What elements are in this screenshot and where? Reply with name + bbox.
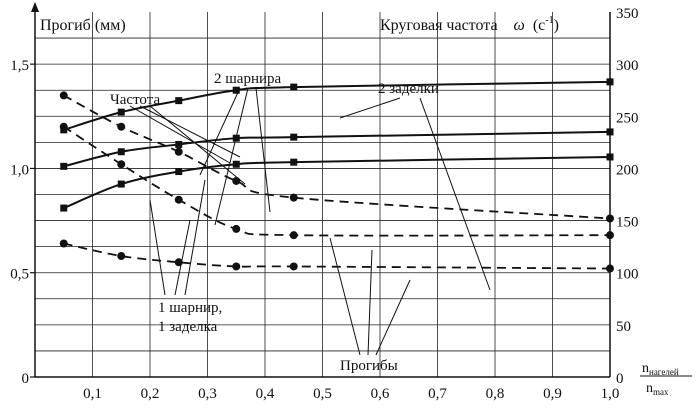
right-axis-title-unit: (с bbox=[533, 17, 545, 34]
right-axis-title-symbol: ω bbox=[514, 17, 525, 34]
right-tick-label: 100 bbox=[616, 267, 639, 283]
left-tick-label: 0 bbox=[22, 371, 30, 387]
x-tick-label: 0,1 bbox=[83, 386, 102, 402]
frequency-point bbox=[290, 84, 297, 91]
curves bbox=[64, 82, 610, 269]
deflection-curve-2 bbox=[64, 127, 610, 236]
axes bbox=[30, 2, 610, 377]
right-tick-label: 50 bbox=[616, 319, 631, 335]
annotation-deflections: Прогибы bbox=[340, 358, 398, 374]
x-tick-label: 0,4 bbox=[256, 386, 275, 402]
leader-two-hinges-2 bbox=[215, 88, 248, 225]
leader-mixed-3 bbox=[185, 180, 205, 295]
frequency-point bbox=[290, 159, 297, 166]
deflection-point bbox=[290, 231, 298, 239]
x-tick-label: 0,8 bbox=[486, 386, 505, 402]
frequency-point bbox=[175, 168, 182, 175]
x-tick-label: 0,3 bbox=[198, 386, 217, 402]
grid bbox=[35, 12, 610, 377]
annotation-frequency: Частота bbox=[110, 92, 160, 108]
leader-deflections-1 bbox=[330, 238, 360, 355]
x-tick-label: 1,0 bbox=[601, 386, 620, 402]
deflection-point bbox=[290, 262, 298, 270]
frequency-point bbox=[290, 134, 297, 141]
leader-deflections-2 bbox=[368, 250, 372, 355]
x-tick-label: 0,6 bbox=[371, 386, 390, 402]
deflection-point bbox=[60, 123, 68, 131]
deflection-point bbox=[232, 225, 240, 233]
leader-two-fixed-1 bbox=[340, 98, 400, 118]
left-axis-arrow bbox=[31, 2, 39, 12]
deflection-curve-1 bbox=[64, 95, 610, 218]
deflection-point bbox=[290, 194, 298, 202]
deflection-point bbox=[232, 262, 240, 270]
left-axis-title: Прогиб (мм) bbox=[40, 17, 126, 34]
left-tick-label: 0,5 bbox=[10, 267, 29, 283]
leader-two-fixed-2 bbox=[420, 98, 490, 290]
leader-mixed-2 bbox=[175, 220, 190, 295]
leader-frequency-1 bbox=[140, 106, 240, 157]
frequency-point bbox=[118, 148, 125, 155]
deflection-point bbox=[175, 148, 183, 156]
x-tick-label: 0,7 bbox=[428, 386, 447, 402]
annotation-mixed-line2: 1 заделка bbox=[158, 319, 218, 335]
frequency-point bbox=[118, 181, 125, 188]
frequency-curve-3 bbox=[64, 157, 610, 208]
right-axis-title: Круговая частота ω (с-1) bbox=[380, 15, 559, 34]
frequency-point bbox=[118, 109, 125, 116]
right-tick-label: 0 bbox=[616, 371, 624, 387]
frequency-point bbox=[175, 141, 182, 148]
right-axis-title-main: Круговая частота bbox=[380, 17, 498, 34]
x-tick-label: 0,9 bbox=[543, 386, 562, 402]
deflection-point bbox=[117, 160, 125, 168]
deflection-point bbox=[60, 240, 68, 248]
left-tick-label: 1,5 bbox=[10, 58, 29, 74]
right-tick-label: 200 bbox=[616, 162, 639, 178]
frequency-point bbox=[175, 97, 182, 104]
right-axis-title-unit-close: ) bbox=[554, 17, 559, 34]
deflection-point bbox=[60, 91, 68, 99]
deflection-point bbox=[175, 196, 183, 204]
leader-deflections-3 bbox=[376, 280, 410, 355]
x-axis-title-numerator: nнагелей bbox=[642, 361, 679, 377]
right-axis-title-unit-exp: -1 bbox=[545, 15, 553, 26]
right-tick-label: 300 bbox=[616, 58, 639, 74]
deflection-point bbox=[117, 123, 125, 131]
leader-mixed-1 bbox=[150, 200, 165, 295]
annotation-two-fixed: 2 заделки bbox=[378, 81, 439, 97]
deflection-point bbox=[232, 177, 240, 185]
annotation-two-hinges: 2 шарнира bbox=[214, 71, 282, 87]
tick-labels: 0 0,5 1,0 1,5 0 50 100 150 200 250 300 350 0,1 0,2 0,3… bbox=[10, 6, 638, 402]
frequency-point bbox=[60, 163, 67, 170]
right-tick-label: 250 bbox=[616, 110, 639, 126]
right-tick-label: 350 bbox=[616, 6, 639, 22]
x-tick-label: 0,5 bbox=[313, 386, 332, 402]
right-tick-label: 150 bbox=[616, 215, 639, 231]
x-tick-label: 0,2 bbox=[141, 386, 160, 402]
annotation-mixed-line1: 1 шарнир, bbox=[158, 300, 222, 316]
x-axis-title-denominator: nmax bbox=[646, 381, 669, 397]
left-tick-label: 1,0 bbox=[10, 162, 29, 178]
deflection-point bbox=[117, 252, 125, 260]
frequency-point bbox=[233, 161, 240, 168]
frequency-point bbox=[60, 205, 67, 212]
